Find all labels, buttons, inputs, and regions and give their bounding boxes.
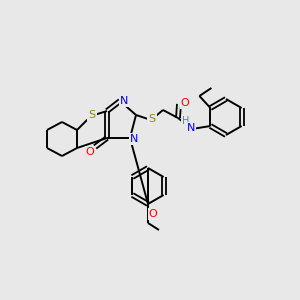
Text: H: H bbox=[182, 116, 190, 126]
Text: O: O bbox=[148, 209, 158, 219]
Text: O: O bbox=[181, 98, 189, 108]
Text: S: S bbox=[148, 114, 156, 124]
Text: O: O bbox=[85, 147, 94, 157]
Text: N: N bbox=[130, 134, 138, 144]
Text: S: S bbox=[88, 110, 96, 120]
Text: N: N bbox=[120, 96, 128, 106]
Text: N: N bbox=[187, 123, 195, 133]
